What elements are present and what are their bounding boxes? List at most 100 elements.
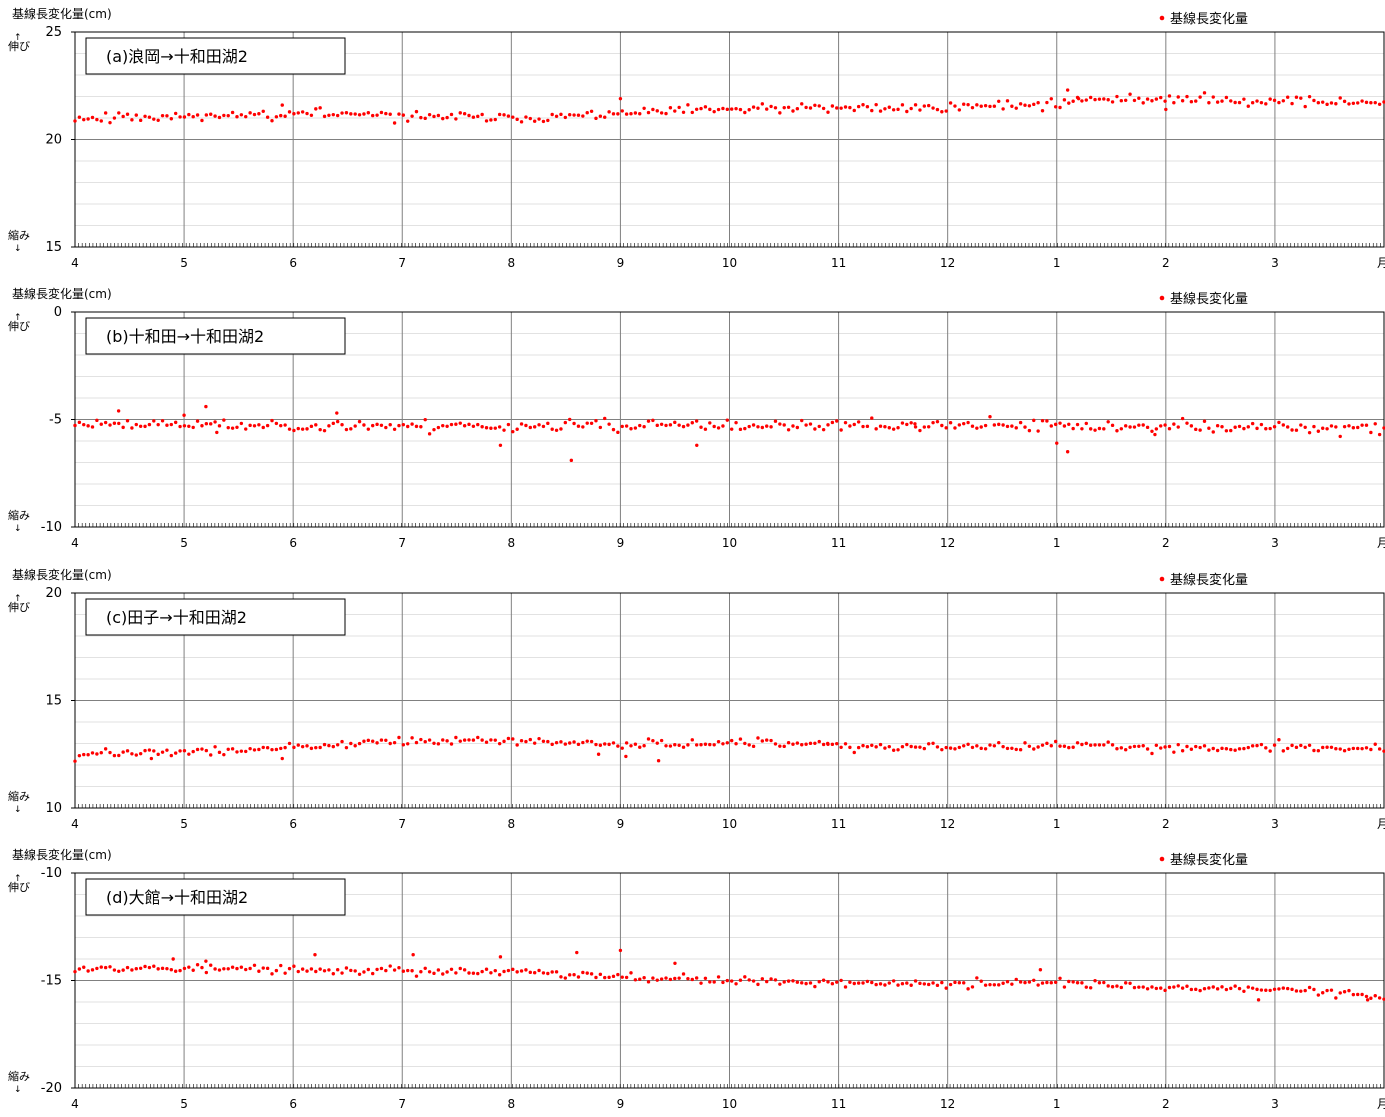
data-point bbox=[1053, 739, 1058, 744]
data-point bbox=[423, 116, 427, 121]
data-point bbox=[913, 422, 917, 426]
data-point bbox=[239, 421, 244, 426]
data-point bbox=[95, 117, 99, 122]
data-point bbox=[800, 981, 804, 985]
data-point bbox=[1141, 744, 1145, 748]
data-point bbox=[86, 424, 90, 428]
data-point bbox=[322, 428, 327, 433]
data-point bbox=[856, 104, 861, 109]
data-point bbox=[568, 417, 572, 422]
data-point bbox=[476, 735, 480, 740]
data-point bbox=[1360, 99, 1364, 103]
data-point bbox=[659, 422, 664, 426]
data-point bbox=[874, 427, 878, 431]
data-point bbox=[265, 746, 270, 750]
data-point bbox=[970, 424, 975, 428]
data-point bbox=[1246, 745, 1250, 750]
data-point bbox=[1220, 425, 1224, 429]
data-point bbox=[1229, 986, 1233, 991]
legend-label: 基線長変化量 bbox=[1170, 572, 1248, 588]
x-tick-label: 7 bbox=[398, 536, 406, 550]
data-point bbox=[532, 425, 537, 429]
data-point bbox=[296, 111, 300, 115]
data-point bbox=[1110, 100, 1115, 104]
data-point bbox=[1010, 746, 1014, 750]
data-point bbox=[1281, 423, 1286, 427]
data-point bbox=[756, 736, 760, 740]
data-point bbox=[178, 968, 182, 973]
data-point bbox=[782, 980, 786, 984]
data-point bbox=[143, 748, 147, 753]
data-point bbox=[138, 424, 143, 428]
data-point bbox=[213, 967, 217, 971]
data-point bbox=[778, 422, 782, 426]
data-point bbox=[171, 957, 175, 961]
data-point bbox=[362, 423, 366, 427]
data-point bbox=[1307, 743, 1312, 748]
data-point bbox=[1067, 745, 1071, 750]
data-point bbox=[975, 976, 979, 980]
data-point bbox=[734, 420, 738, 425]
data-point bbox=[1049, 424, 1053, 428]
data-point bbox=[659, 738, 664, 743]
data-point bbox=[1150, 751, 1154, 756]
data-point bbox=[1097, 981, 1102, 985]
data-point bbox=[1137, 744, 1141, 748]
data-point bbox=[681, 745, 686, 749]
data-point bbox=[331, 421, 335, 426]
data-point bbox=[1189, 987, 1194, 992]
data-point bbox=[82, 752, 86, 757]
data-point bbox=[603, 975, 607, 980]
data-point bbox=[103, 747, 108, 751]
data-point bbox=[1369, 996, 1373, 1000]
data-point bbox=[432, 741, 436, 745]
data-point bbox=[1382, 997, 1385, 1001]
data-point bbox=[1110, 985, 1115, 989]
data-point bbox=[528, 737, 532, 742]
data-point bbox=[1088, 743, 1093, 747]
legend-marker bbox=[1159, 576, 1165, 582]
data-point bbox=[970, 745, 975, 750]
data-point bbox=[629, 744, 633, 748]
data-point bbox=[913, 745, 918, 749]
data-point bbox=[808, 422, 813, 426]
data-point bbox=[821, 106, 826, 111]
data-point bbox=[681, 110, 686, 114]
x-tick-label: 1 bbox=[1053, 1097, 1061, 1111]
data-point bbox=[594, 116, 598, 121]
data-point bbox=[1163, 99, 1167, 103]
data-point bbox=[99, 119, 103, 123]
data-point bbox=[668, 106, 673, 110]
data-point bbox=[375, 422, 379, 427]
data-point bbox=[1058, 976, 1062, 980]
data-point bbox=[1167, 985, 1172, 990]
data-point bbox=[410, 422, 414, 426]
data-point bbox=[760, 977, 765, 981]
x-tick-label: 9 bbox=[617, 817, 625, 831]
data-point bbox=[1062, 744, 1067, 748]
data-point bbox=[856, 981, 861, 985]
data-point bbox=[401, 113, 406, 117]
data-point bbox=[502, 739, 506, 744]
data-point bbox=[891, 427, 896, 431]
data-point bbox=[187, 424, 191, 428]
data-point bbox=[983, 747, 988, 751]
data-point bbox=[594, 975, 598, 980]
data-point bbox=[476, 422, 480, 427]
data-point bbox=[765, 424, 769, 428]
x-tick-label: 12 bbox=[940, 536, 955, 550]
data-point bbox=[497, 425, 502, 429]
data-point bbox=[283, 423, 287, 427]
data-point bbox=[541, 424, 546, 429]
x-tick-label: 4 bbox=[71, 256, 79, 270]
stretch-arrow-icon: ↑ bbox=[14, 594, 22, 604]
x-tick-label: 12 bbox=[940, 256, 955, 270]
data-point bbox=[887, 744, 891, 749]
y-tick-label: 15 bbox=[45, 240, 62, 255]
data-point bbox=[1250, 421, 1255, 426]
data-point bbox=[970, 105, 975, 110]
data-point bbox=[112, 421, 117, 425]
data-point bbox=[607, 422, 611, 426]
data-point bbox=[152, 117, 156, 121]
y-tick-label: 20 bbox=[45, 586, 62, 601]
